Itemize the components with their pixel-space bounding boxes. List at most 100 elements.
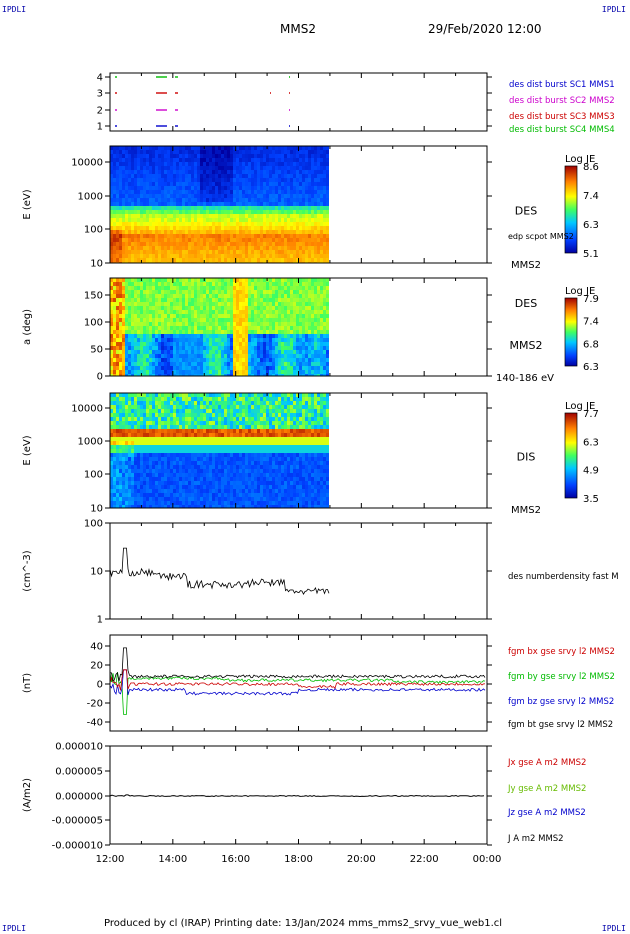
heatmap-cell bbox=[170, 314, 173, 318]
heatmap-cell bbox=[299, 258, 302, 262]
heatmap-cell bbox=[182, 413, 185, 417]
heatmap-cell bbox=[230, 258, 233, 262]
heatmap-cell bbox=[170, 441, 173, 445]
heatmap-cell bbox=[119, 242, 122, 246]
heatmap-cell bbox=[209, 202, 212, 206]
heatmap-cell bbox=[269, 354, 272, 358]
heatmap-cell bbox=[278, 178, 281, 182]
heatmap-cell bbox=[314, 354, 317, 358]
heatmap-cell bbox=[116, 278, 119, 282]
heatmap-cell bbox=[260, 290, 263, 294]
heatmap-cell bbox=[254, 250, 257, 254]
heatmap-cell bbox=[269, 278, 272, 282]
heatmap-cell bbox=[188, 477, 191, 481]
heatmap-cell bbox=[176, 214, 179, 218]
heatmap-cell bbox=[179, 350, 182, 354]
heatmap-cell bbox=[179, 366, 182, 370]
heatmap-cell bbox=[302, 298, 305, 302]
heatmap-cell bbox=[113, 445, 116, 449]
heatmap-cell bbox=[230, 318, 233, 322]
heatmap-cell bbox=[215, 298, 218, 302]
heatmap-cell bbox=[260, 230, 263, 234]
heatmap-cell bbox=[134, 489, 137, 493]
heatmap-cell bbox=[209, 158, 212, 162]
heatmap-cell bbox=[134, 282, 137, 286]
heatmap-cell bbox=[137, 290, 140, 294]
heatmap-cell bbox=[239, 146, 242, 150]
heatmap-cell bbox=[164, 278, 167, 282]
heatmap-cell bbox=[242, 178, 245, 182]
heatmap-cell bbox=[311, 338, 314, 342]
heatmap-cell bbox=[254, 306, 257, 310]
heatmap-cell bbox=[323, 238, 326, 242]
heatmap-cell bbox=[278, 302, 281, 306]
heatmap-cell bbox=[185, 405, 188, 409]
heatmap-cell bbox=[131, 350, 134, 354]
heatmap-cell bbox=[122, 162, 125, 166]
heatmap-cell bbox=[122, 306, 125, 310]
heatmap-cell bbox=[260, 374, 263, 376]
heatmap-cell bbox=[275, 318, 278, 322]
heatmap-cell bbox=[281, 286, 284, 290]
heatmap-cell bbox=[215, 374, 218, 376]
heatmap-cell bbox=[170, 374, 173, 376]
heatmap-cell bbox=[155, 354, 158, 358]
heatmap-cell bbox=[185, 302, 188, 306]
heatmap-cell bbox=[284, 350, 287, 354]
heatmap-cell bbox=[188, 481, 191, 485]
heatmap-cell bbox=[137, 234, 140, 238]
heatmap-cell bbox=[122, 393, 125, 397]
heatmap-cell bbox=[116, 330, 119, 334]
heatmap-cell bbox=[128, 178, 131, 182]
heatmap-cell bbox=[191, 354, 194, 358]
heatmap-cell bbox=[158, 250, 161, 254]
heatmap-cell bbox=[275, 366, 278, 370]
heatmap-cell bbox=[128, 421, 131, 425]
heatmap-cell bbox=[113, 405, 116, 409]
heatmap-cell bbox=[221, 222, 224, 226]
heatmap-cell bbox=[281, 342, 284, 346]
heatmap-cell bbox=[203, 326, 206, 330]
heatmap-cell bbox=[173, 166, 176, 170]
heatmap-cell bbox=[188, 445, 191, 449]
heatmap-cell bbox=[302, 362, 305, 366]
heatmap-cell bbox=[143, 286, 146, 290]
heatmap-cell bbox=[113, 246, 116, 250]
heatmap-cell bbox=[170, 358, 173, 362]
heatmap-cell bbox=[206, 158, 209, 162]
heatmap-cell bbox=[197, 346, 200, 350]
heatmap-cell bbox=[212, 370, 215, 374]
heatmap-cell bbox=[137, 154, 140, 158]
heatmap-cell bbox=[137, 374, 140, 376]
heatmap-cell bbox=[113, 334, 116, 338]
heatmap-cell bbox=[212, 314, 215, 318]
heatmap-cell bbox=[248, 302, 251, 306]
heatmap-cell bbox=[173, 306, 176, 310]
heatmap-cell bbox=[317, 194, 320, 198]
heatmap-cell bbox=[218, 222, 221, 226]
heatmap-cell bbox=[188, 234, 191, 238]
heatmap-cell bbox=[227, 222, 230, 226]
heatmap-cell bbox=[221, 198, 224, 202]
heatmap-cell bbox=[272, 306, 275, 310]
heatmap-cell bbox=[173, 190, 176, 194]
heatmap-cell bbox=[227, 234, 230, 238]
heatmap-cell bbox=[182, 302, 185, 306]
heatmap-cell bbox=[185, 330, 188, 334]
heatmap-cell bbox=[299, 354, 302, 358]
heatmap-cell bbox=[200, 222, 203, 226]
heatmap-cell bbox=[191, 489, 194, 493]
heatmap-cell bbox=[146, 186, 149, 190]
heatmap-cell bbox=[206, 445, 209, 449]
heatmap-cell bbox=[239, 198, 242, 202]
heatmap-cell bbox=[215, 150, 218, 154]
heatmap-cell bbox=[323, 298, 326, 302]
heatmap-cell bbox=[230, 246, 233, 250]
heatmap-cell bbox=[128, 461, 131, 465]
heatmap-cell bbox=[284, 150, 287, 154]
heatmap-cell bbox=[203, 413, 206, 417]
heatmap-cell bbox=[152, 210, 155, 214]
heatmap-cell bbox=[266, 286, 269, 290]
heatmap-cell bbox=[182, 206, 185, 210]
heatmap-cell bbox=[206, 198, 209, 202]
